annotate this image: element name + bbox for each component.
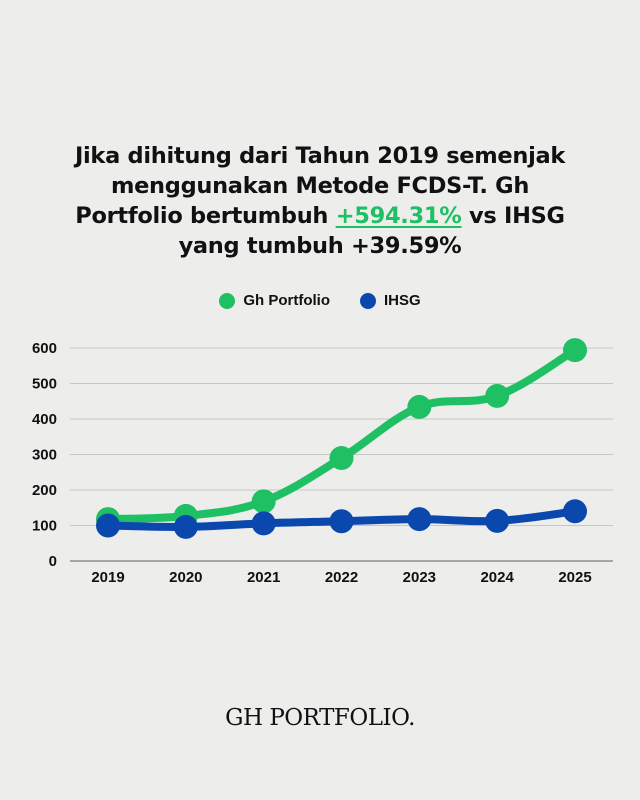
y-tick-label: 500 bbox=[32, 376, 57, 393]
x-tick-label: 2023 bbox=[403, 569, 436, 586]
data-point-marker bbox=[251, 489, 276, 514]
legend-dot-icon bbox=[219, 292, 236, 309]
legend-item-ihsg: IHSG bbox=[359, 292, 421, 309]
y-tick-label: 300 bbox=[32, 447, 57, 464]
x-tick-label: 2022 bbox=[325, 569, 358, 586]
y-tick-label: 0 bbox=[49, 553, 57, 570]
legend-label: Gh Portfolio bbox=[243, 292, 330, 309]
legend-label: IHSG bbox=[383, 292, 421, 309]
chart-title: Jika dihitung dari Tahun 2019 semenjak m… bbox=[30, 141, 610, 261]
title-line-4: yang tumbuh +39.59% bbox=[178, 233, 462, 259]
legend-dot-icon bbox=[359, 292, 376, 309]
series-gh-portfolio bbox=[96, 338, 587, 532]
x-tick-label: 2025 bbox=[558, 569, 591, 586]
y-tick-label: 600 bbox=[32, 340, 57, 357]
data-point-marker bbox=[329, 509, 354, 534]
x-tick-label: 2020 bbox=[169, 569, 202, 586]
y-tick-label: 400 bbox=[32, 411, 57, 428]
data-point-marker bbox=[96, 513, 120, 538]
data-point-marker bbox=[407, 394, 432, 419]
title-line-3-pre: Portfolio bertumbuh bbox=[75, 203, 336, 229]
x-tick-label: 2019 bbox=[91, 569, 124, 586]
chart-legend: Gh Portfolio IHSG bbox=[0, 292, 640, 309]
data-point-marker bbox=[485, 383, 510, 408]
data-point-marker bbox=[329, 446, 354, 471]
legend-item-gh-portfolio: Gh Portfolio bbox=[219, 292, 330, 309]
data-point-marker bbox=[563, 499, 587, 524]
x-tick-label: 2021 bbox=[247, 569, 280, 586]
series-line bbox=[104, 346, 579, 524]
brand-logo: GH PORTFOLIO. bbox=[225, 705, 415, 731]
y-tick-label: 100 bbox=[32, 518, 57, 535]
gh-growth-highlight: +594.31% bbox=[335, 203, 462, 229]
data-point-marker bbox=[407, 507, 432, 532]
y-axis-ticks: 0 100 200 300 400 500 600 bbox=[32, 340, 57, 570]
data-point-marker bbox=[485, 508, 510, 533]
x-tick-label: 2024 bbox=[480, 569, 514, 586]
data-series bbox=[96, 338, 587, 539]
line-chart: 0 100 200 300 400 500 600 2019 2020 2021 2022 2023… bbox=[32, 338, 613, 586]
data-point-marker bbox=[251, 511, 276, 536]
series-ihsg bbox=[96, 499, 587, 539]
y-tick-label: 200 bbox=[32, 482, 57, 499]
title-line-3-post: vs IHSG bbox=[461, 203, 565, 229]
x-axis-ticks: 2019 2020 2021 2022 2023 2024 2025 bbox=[91, 569, 591, 586]
data-point-marker bbox=[173, 514, 198, 539]
title-line-1: Jika dihitung dari Tahun 2019 semenjak bbox=[74, 143, 566, 169]
title-line-3: Portfolio bertumbuh +594.31% vs IHSG bbox=[30, 201, 610, 231]
data-point-marker bbox=[563, 338, 587, 363]
title-line-2: menggunakan Metode FCDS-T. Gh bbox=[110, 173, 530, 199]
